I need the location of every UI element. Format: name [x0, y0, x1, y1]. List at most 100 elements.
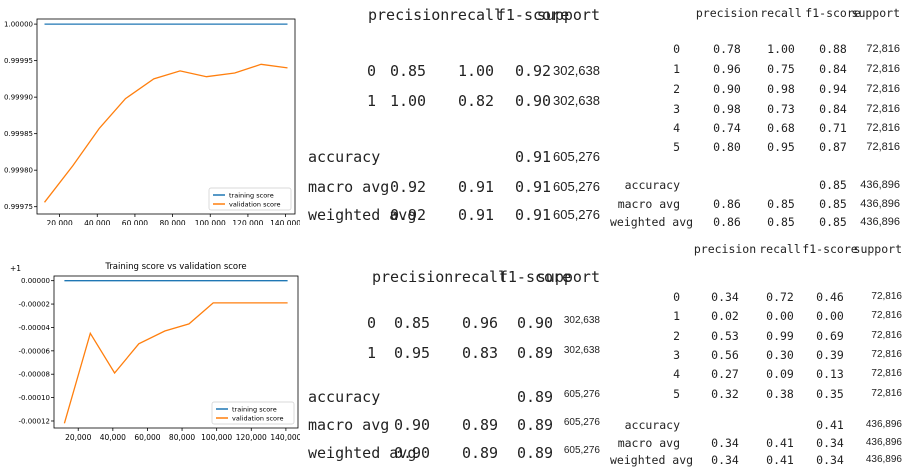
support-value: 72,816	[871, 291, 902, 302]
metric-value: 0.99	[766, 329, 794, 343]
support-value: 436,896	[860, 179, 900, 191]
metric-value: 0.53	[711, 329, 739, 343]
metric-value: 0.41	[816, 418, 844, 432]
row-label: 1	[366, 92, 376, 110]
support-value: 72,816	[871, 349, 902, 360]
x-tick-label: 60,000	[134, 433, 160, 442]
metric-value: 0.73	[767, 102, 795, 116]
support-value: 72,816	[866, 122, 900, 134]
row-label: 3	[673, 102, 680, 116]
chart-title: Training score vs validation score	[104, 262, 246, 272]
metric-value: 0.91	[514, 206, 552, 224]
support-value: 72,816	[871, 330, 902, 341]
metric-value: 0.87	[819, 140, 847, 154]
support-value: 436,896	[865, 419, 902, 430]
series-line-validation	[63, 302, 288, 424]
x-tick-label: 20,000	[46, 219, 72, 225]
metric-value: 0.85	[393, 314, 431, 332]
column-header: recall	[452, 268, 508, 286]
metric-value: 1.00	[457, 62, 495, 80]
legend-entry: validation score	[229, 200, 281, 208]
y-offset-label: +1	[10, 264, 21, 273]
metric-value: 0.91	[514, 178, 552, 196]
support-value: 302,638	[563, 345, 600, 356]
support-value: 436,896	[865, 437, 902, 448]
metric-value: 0.85	[389, 62, 427, 80]
row-label: 0	[366, 62, 376, 80]
metric-value: 0.83	[461, 344, 499, 362]
metric-value: 0.89	[461, 416, 499, 434]
metric-value: 0.91	[514, 148, 552, 166]
y-tick-label: 0.99980	[4, 167, 33, 175]
row-label: 1	[673, 62, 680, 76]
row-label: macro avg	[308, 416, 390, 434]
metric-value: 0.34	[711, 453, 739, 467]
metric-value: 1.00	[767, 42, 795, 56]
support-value: 605,276	[553, 179, 600, 194]
y-tick-label: -0.00012	[19, 417, 50, 425]
metric-value: 0.84	[819, 62, 847, 76]
y-tick-label: 1.00000	[4, 21, 33, 29]
support-value: 72,816	[866, 43, 900, 55]
metric-value: 0.32	[711, 387, 739, 401]
x-tick-label: 60,000	[122, 219, 148, 225]
row-label: accuracy	[308, 148, 381, 166]
column-header: precision	[372, 268, 454, 286]
column-header: support	[536, 6, 600, 24]
x-tick-label: 80,000	[159, 219, 185, 225]
legend-entry: training score	[229, 191, 274, 199]
row-label: 1	[366, 344, 376, 362]
metric-value: 0.68	[767, 121, 795, 135]
metric-value: 0.30	[766, 348, 794, 362]
row-label: weighted avg	[308, 206, 417, 224]
support-value: 72,816	[866, 83, 900, 95]
x-tick-label: 120,000	[236, 433, 267, 442]
metric-value: 0.85	[819, 197, 847, 211]
support-value: 72,816	[871, 310, 902, 321]
column-header: recall	[760, 6, 802, 20]
metric-value: 0.09	[766, 367, 794, 381]
column-header: f1-score	[498, 268, 572, 286]
metric-value: 1.00	[389, 92, 427, 110]
metric-value: 0.00	[766, 309, 794, 323]
metric-value: 0.85	[819, 215, 847, 229]
support-value: 436,896	[860, 198, 900, 210]
legend-entry: validation score	[232, 414, 284, 422]
support-value: 436,896	[860, 216, 900, 228]
y-tick-label: 0.99990	[4, 94, 33, 102]
support-value: 72,816	[866, 141, 900, 153]
metric-value: 0.41	[766, 436, 794, 450]
support-value: 302,638	[553, 63, 600, 78]
row-label: weighted avg	[610, 215, 694, 229]
metric-value: 0.34	[816, 436, 844, 450]
metric-value: 0.85	[767, 215, 795, 229]
metric-value: 0.27	[711, 367, 739, 381]
support-value: 605,276	[553, 149, 600, 164]
x-tick-label: 100,000	[195, 219, 226, 225]
row-label: 5	[673, 387, 680, 401]
chart-panel-bottom: Training score vs validation score +1 0.00…	[0, 258, 302, 449]
column-header: f1-score	[496, 6, 570, 24]
x-tick-label: 100,000	[201, 433, 232, 442]
legend-box	[208, 187, 292, 211]
metric-value: 0.02	[711, 309, 739, 323]
y-tick-label: -0.00008	[19, 371, 50, 379]
y-tick-label: -0.00002	[19, 301, 50, 309]
row-label: macro avg	[617, 436, 680, 450]
column-header: recall	[759, 242, 801, 256]
support-value: 302,638	[563, 315, 600, 326]
metric-value: 0.82	[457, 92, 495, 110]
x-tick-label: 40,000	[100, 433, 126, 442]
metric-value: 0.98	[767, 82, 795, 96]
column-header: support	[536, 268, 600, 286]
support-value: 72,816	[871, 368, 902, 379]
metric-value: 0.91	[457, 178, 495, 196]
column-header: f1-score	[802, 242, 858, 256]
x-tick-label: 20,000	[65, 433, 91, 442]
support-value: 605,276	[553, 207, 600, 222]
metric-value: 0.89	[516, 388, 554, 406]
row-label: weighted avg	[308, 444, 417, 462]
metric-value: 0.90	[514, 92, 552, 110]
row-label: accuracy	[624, 418, 680, 432]
